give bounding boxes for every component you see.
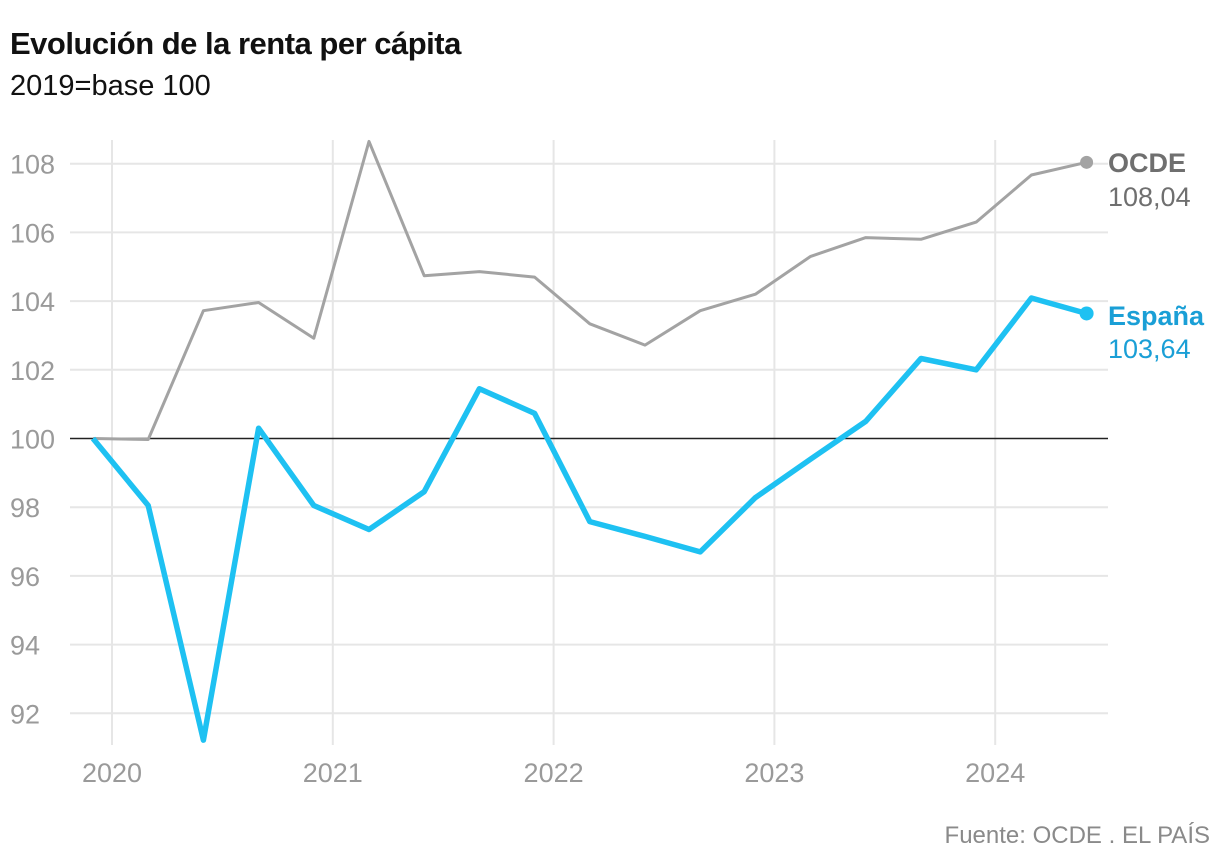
end-point-ocde: [1080, 155, 1094, 169]
x-tick-label: 2020: [82, 758, 142, 788]
series-line-ocde: [92, 139, 1087, 441]
y-tick-label: 108: [10, 150, 55, 180]
chart-title: Evolución de la renta per cápita: [10, 26, 461, 61]
x-tick-label: 2024: [965, 758, 1025, 788]
y-tick-label: 94: [10, 631, 40, 661]
chart-subtitle: 2019=base 100: [10, 70, 211, 102]
x-tick-label: 2022: [524, 758, 584, 788]
y-tick-label: 106: [10, 218, 55, 248]
y-tick-label: 100: [10, 425, 55, 455]
series-label-ocde: OCDE: [1108, 148, 1186, 178]
end-value-ocde: 108,04: [1108, 182, 1191, 212]
y-axis-ticks: 108 106 104 102 100 98 96 94 92: [10, 150, 55, 730]
x-tick-label: 2021: [303, 758, 363, 788]
y-tick-label: 96: [10, 562, 40, 592]
x-axis-ticks: 2020 2021 2022 2023 2024: [82, 758, 1025, 788]
y-tick-label: 92: [10, 699, 40, 729]
y-tick-label: 104: [10, 287, 55, 317]
x-tick-label: 2023: [744, 758, 804, 788]
series-label-espana: España: [1108, 301, 1205, 331]
source-note: Fuente: OCDE . EL PAÍS: [944, 822, 1210, 849]
end-point-espana: [1079, 306, 1094, 321]
end-value-espana: 103,64: [1108, 334, 1191, 364]
y-tick-label: 98: [10, 493, 40, 523]
series-line-espana: [90, 295, 1088, 743]
y-tick-label: 102: [10, 356, 55, 386]
